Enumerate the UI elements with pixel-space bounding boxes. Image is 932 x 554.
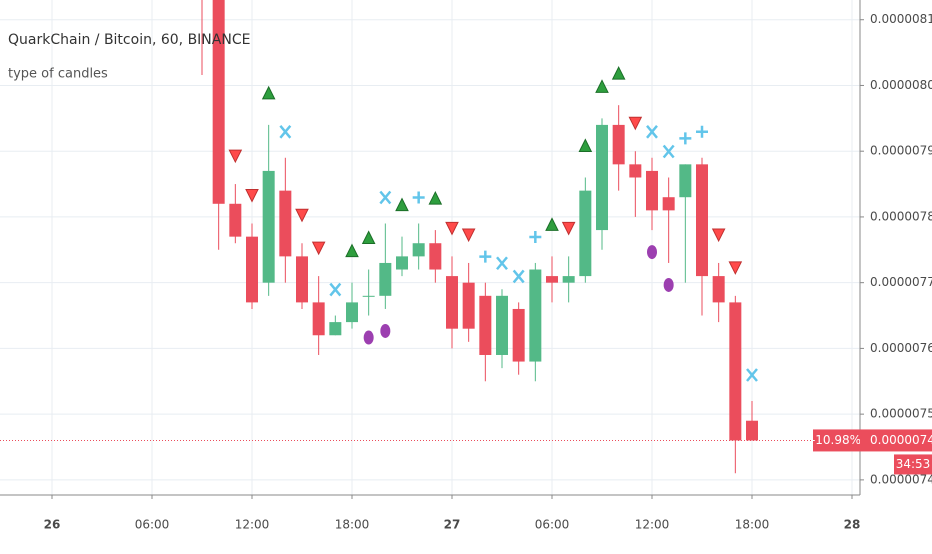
countdown-badge [894, 454, 932, 475]
candle-body [212, 0, 225, 204]
candle-body [462, 282, 475, 329]
candle-body [362, 295, 375, 297]
x-tick-label: 18:00 [735, 518, 770, 532]
candle-body [646, 170, 658, 211]
candle-body [562, 276, 575, 283]
signal-plus [529, 230, 542, 243]
x-tick-label: 06:00 [135, 518, 170, 532]
signal-up [578, 138, 593, 152]
candle-body [429, 243, 442, 270]
candle-body [262, 170, 275, 283]
signal-up [395, 197, 409, 212]
candle-body [746, 420, 758, 441]
plot [0, 0, 860, 474]
signal-cross [662, 144, 675, 159]
grid [0, 0, 860, 495]
candle-body [662, 197, 675, 211]
candle-body [512, 308, 525, 362]
signal-cross [512, 269, 525, 284]
x-tick-label: 28 [844, 518, 861, 532]
signal-down [728, 261, 743, 275]
change-badge [813, 429, 860, 452]
candle-body [729, 302, 742, 441]
candle-body [696, 164, 708, 277]
signal-dot [647, 245, 657, 260]
candle-body [379, 262, 392, 296]
y-tick-label: 0.00000810 [870, 12, 932, 26]
chart-title: QuarkChain / Bitcoin, 60, BINANCE [8, 32, 250, 48]
countdown-label: 34:53 [896, 457, 931, 471]
signal-cross [279, 124, 292, 139]
candle-body [396, 256, 408, 270]
signal-plus [679, 132, 692, 145]
candle-body [246, 236, 258, 303]
x-tick-label: 12:00 [235, 518, 270, 532]
signal-down [461, 228, 476, 243]
candle-body [346, 302, 358, 323]
candle-body [229, 203, 242, 237]
signal-plus [479, 250, 492, 263]
signal-up [361, 230, 376, 245]
candle-body [629, 164, 642, 178]
signal-cross [746, 368, 758, 382]
signal-plus [412, 191, 425, 204]
price-badge [860, 429, 932, 452]
candle-body [579, 190, 592, 277]
candle-body [712, 276, 725, 303]
signal-down [311, 241, 326, 256]
signal-down [561, 221, 576, 236]
signal-cross [329, 282, 342, 297]
x-tick-label: 12:00 [635, 518, 670, 532]
signal-up [428, 190, 443, 205]
candle-body [679, 164, 692, 198]
signal-dot [380, 323, 391, 338]
chart-subtitle: type of candles [8, 67, 108, 82]
change-label: -10.98% [811, 433, 861, 447]
candle-body [479, 295, 492, 355]
x-tick-label: 26 [44, 518, 61, 532]
price-label: 0.00000746 [870, 433, 932, 447]
signal-dot [663, 277, 674, 292]
candle-body [529, 269, 542, 362]
signal-up [595, 79, 609, 93]
signal-cross [496, 256, 508, 271]
candle-body [312, 302, 325, 336]
x-tick-label: 27 [444, 518, 461, 532]
signal-cross [646, 124, 658, 139]
signal-down [295, 208, 309, 223]
signal-down [245, 189, 259, 203]
signal-cross [379, 190, 392, 205]
candle-body [279, 190, 292, 257]
candle-body [296, 256, 308, 303]
candle-body [496, 295, 508, 355]
x-tick-label: 06:00 [535, 518, 570, 532]
candle-body [412, 243, 425, 257]
signal-dot [363, 330, 374, 345]
signal-down [628, 116, 643, 131]
signal-up [345, 243, 359, 258]
signal-plus [696, 125, 708, 138]
candle-body [329, 322, 342, 336]
candle-body [446, 276, 458, 329]
x-tick-label: 18:00 [335, 518, 370, 532]
signal-up [261, 85, 276, 100]
signal-down [228, 149, 243, 164]
candle-body [596, 124, 608, 231]
signal-down [445, 221, 459, 236]
candle-body [612, 124, 625, 165]
signal-up [545, 217, 559, 231]
signal-up [611, 66, 626, 80]
candle-body [546, 276, 558, 283]
signal-down [711, 228, 726, 243]
